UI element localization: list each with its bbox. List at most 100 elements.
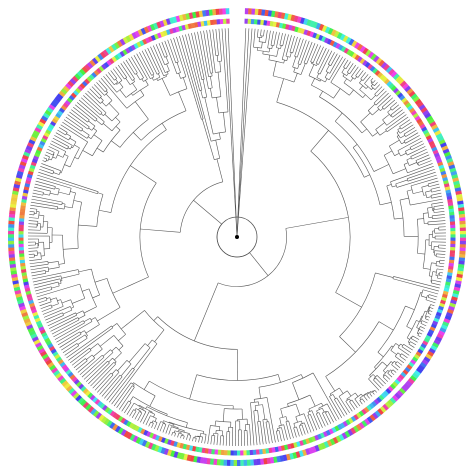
branch xyxy=(206,30,214,73)
branch xyxy=(182,77,188,89)
inner-ring-segment xyxy=(445,278,452,283)
outer-ring-segment xyxy=(370,53,377,61)
branch xyxy=(390,166,434,183)
branch-arc xyxy=(416,329,420,334)
inner-ring-segment xyxy=(413,353,420,360)
branch-arc xyxy=(116,323,126,335)
inner-ring-segment xyxy=(93,69,100,76)
branch xyxy=(431,189,441,193)
outer-ring-segment xyxy=(282,454,288,462)
branch xyxy=(301,424,306,435)
branch xyxy=(33,278,61,286)
branch xyxy=(343,59,349,68)
outer-ring-segment xyxy=(314,444,320,452)
outer-ring-segment xyxy=(327,27,334,35)
branch xyxy=(330,53,338,66)
outer-ring-segment xyxy=(67,80,75,88)
outer-ring-segment xyxy=(162,19,168,27)
inner-ring-segment xyxy=(384,78,390,85)
branch xyxy=(69,347,90,364)
branch-arc xyxy=(86,134,90,139)
branch-arc xyxy=(310,150,351,293)
outer-ring-segment xyxy=(435,336,443,343)
branch-arc xyxy=(334,397,337,400)
branch xyxy=(61,273,80,279)
branch xyxy=(215,140,221,159)
inner-ring-segment xyxy=(112,412,118,419)
branch xyxy=(92,294,100,299)
branch xyxy=(327,411,334,423)
outer-ring-segment xyxy=(19,160,27,167)
branch xyxy=(322,412,329,426)
outer-ring-segment xyxy=(434,130,442,137)
outer-ring-segment xyxy=(301,449,308,457)
branch-arc xyxy=(422,213,425,224)
inner-ring-segment xyxy=(364,61,371,68)
branch-arc xyxy=(403,164,408,173)
branch-arc xyxy=(370,85,376,90)
outer-ring-segment xyxy=(449,167,457,173)
branch-arc xyxy=(280,403,297,410)
branch-arc xyxy=(410,335,413,339)
outer-ring-segment xyxy=(363,418,371,426)
branch xyxy=(224,28,238,236)
branch xyxy=(434,207,445,210)
branch xyxy=(345,401,353,412)
branch xyxy=(303,413,312,433)
branch xyxy=(105,90,108,93)
branch xyxy=(128,58,138,74)
branch xyxy=(219,132,221,140)
branch xyxy=(191,32,203,80)
branch-arc xyxy=(36,209,38,214)
branch xyxy=(319,50,333,75)
branch xyxy=(432,217,446,219)
branch-arc xyxy=(395,183,398,188)
branch xyxy=(403,132,419,142)
branch xyxy=(217,72,222,97)
branch xyxy=(73,358,86,368)
branch xyxy=(433,204,444,208)
outer-ring-segment xyxy=(383,64,390,71)
inner-ring-segment xyxy=(21,198,27,203)
branch xyxy=(136,53,151,79)
inner-ring-segment xyxy=(55,112,62,119)
branch-arc xyxy=(268,59,284,64)
outer-ring-segment xyxy=(55,372,62,379)
branch-arc xyxy=(425,192,427,198)
branch xyxy=(254,405,256,411)
branch-arc xyxy=(193,437,197,439)
outer-ring-segment xyxy=(51,367,58,374)
outer-ring-segment xyxy=(320,442,327,450)
inner-ring-segment xyxy=(395,90,402,97)
inner-ring-segment xyxy=(50,348,57,354)
branch xyxy=(57,129,66,136)
branch xyxy=(197,31,209,89)
inner-ring-segment xyxy=(439,302,445,308)
branch xyxy=(90,362,115,387)
branch xyxy=(141,78,144,82)
inner-ring-segment xyxy=(150,34,157,41)
branch-arc xyxy=(201,118,204,120)
outer-ring-segment xyxy=(448,305,455,311)
branch xyxy=(57,154,64,158)
outer-ring-segment xyxy=(287,13,293,21)
branch xyxy=(30,263,49,268)
branch xyxy=(354,76,358,80)
branch-arc xyxy=(383,370,389,376)
outer-ring-segment xyxy=(414,98,422,106)
branch xyxy=(436,253,446,255)
inner-ring-segment xyxy=(422,129,429,135)
branch xyxy=(158,42,165,58)
outer-ring-segment xyxy=(455,276,463,282)
branch-arc xyxy=(262,418,267,420)
branch xyxy=(78,224,97,227)
inner-ring-segment xyxy=(153,33,159,40)
branch xyxy=(116,385,133,409)
outer-ring-segment xyxy=(178,14,184,22)
inner-ring-segment xyxy=(361,408,367,415)
inner-ring-segment xyxy=(371,400,377,407)
branch xyxy=(228,431,231,446)
outer-ring-segment xyxy=(69,77,77,85)
branch xyxy=(308,408,311,412)
inner-ring-segment xyxy=(367,63,374,70)
